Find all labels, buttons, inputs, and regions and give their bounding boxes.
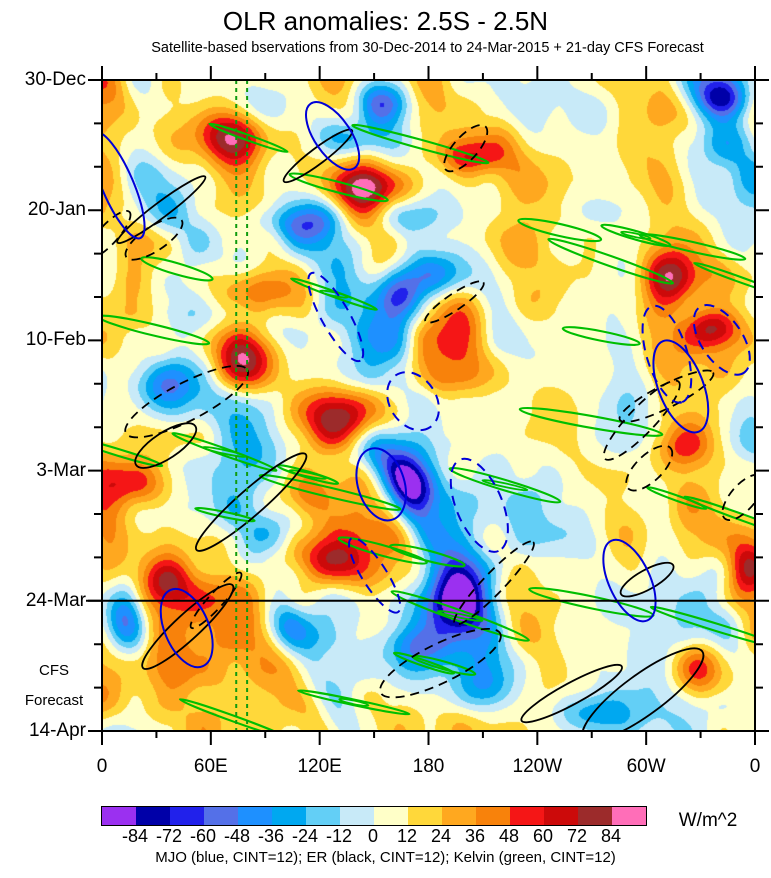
x-tick-label: 0 — [749, 756, 761, 777]
colorbar-cell — [544, 807, 578, 825]
colorbar-tick-label: -12 — [325, 826, 353, 846]
colorbar-cell — [204, 807, 238, 825]
colorbar-tick-label: -72 — [155, 826, 183, 846]
colorbar-tick-label: 84 — [600, 826, 622, 846]
colorbar-cell — [578, 807, 612, 825]
cfs-forecast-note-line2: Forecast — [24, 692, 84, 709]
colorbar-tick-label: -24 — [291, 826, 319, 846]
chart-title: OLR anomalies: 2.5S - 2.5N — [222, 6, 549, 36]
y-tick-label: 20-Jan — [27, 199, 86, 221]
colorbar-cell — [272, 807, 306, 825]
colorbar-units: W/m^2 — [678, 810, 738, 831]
x-tick-label: 120E — [297, 756, 342, 777]
colorbar-tick-label: 24 — [430, 826, 452, 846]
colorbar-tick-label: -84 — [121, 826, 149, 846]
colorbar-cell — [340, 807, 374, 825]
colorbar-tick-label: 60 — [532, 826, 554, 846]
olr-anomaly-field — [102, 80, 755, 731]
colorbar-cell — [612, 807, 646, 825]
colorbar-tick-label: 36 — [464, 826, 486, 846]
colorbar-cell — [476, 807, 510, 825]
x-tick-label: 0 — [96, 756, 108, 777]
colorbar-cell — [170, 807, 204, 825]
wave-legend-caption: MJO (blue, CINT=12); ER (black, CINT=12)… — [155, 849, 616, 866]
colorbar-cell — [238, 807, 272, 825]
colorbar-cell — [442, 807, 476, 825]
colorbar — [101, 806, 647, 826]
x-tick-label: 180 — [412, 756, 445, 777]
colorbar-tick-label: -48 — [223, 826, 251, 846]
colorbar-cell — [510, 807, 544, 825]
y-tick-label: 3-Mar — [36, 459, 86, 481]
colorbar-tick-label: 0 — [367, 826, 379, 846]
colorbar-cell — [306, 807, 340, 825]
x-tick-label: 120W — [512, 756, 563, 777]
x-tick-label: 60W — [626, 756, 666, 777]
colorbar-tick-label: 48 — [498, 826, 520, 846]
x-tick-label: 60E — [193, 756, 228, 777]
colorbar-cell — [408, 807, 442, 825]
cfs-forecast-note-line1: CFS — [39, 662, 69, 679]
colorbar-cell — [374, 807, 408, 825]
colorbar-tick-label: 72 — [566, 826, 588, 846]
colorbar-cell — [136, 807, 170, 825]
colorbar-tick-label: -60 — [189, 826, 217, 846]
y-tick-label: 14-Apr — [28, 720, 86, 741]
colorbar-tick-label: -36 — [257, 826, 285, 846]
colorbar-cell — [102, 807, 136, 825]
chart-subtitle: Satellite-based bservations from 30-Dec-… — [151, 40, 704, 56]
colorbar-tick-label: 12 — [396, 826, 418, 846]
y-tick-label: 30-Dec — [24, 69, 86, 90]
y-tick-label: 24-Mar — [25, 589, 86, 611]
y-tick-label: 10-Feb — [25, 329, 86, 351]
